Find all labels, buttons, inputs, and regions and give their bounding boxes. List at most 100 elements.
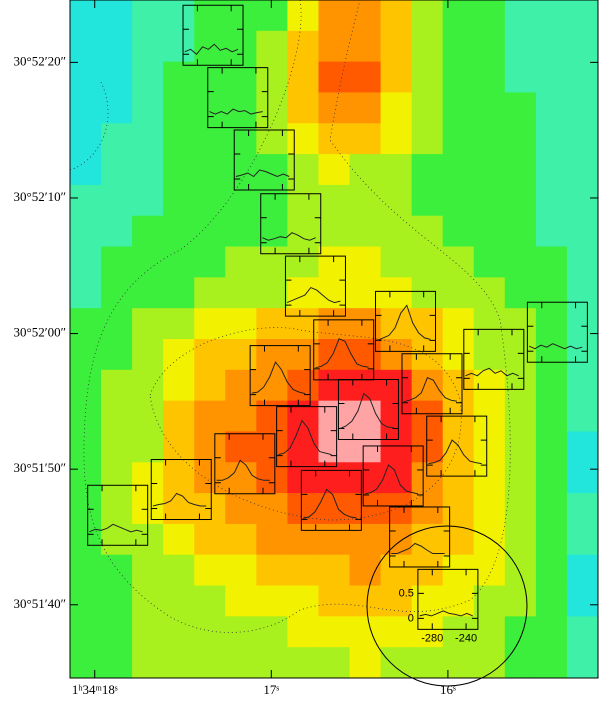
spectrum-line <box>262 232 316 241</box>
spectrum-line <box>465 367 519 377</box>
heatmap-cell <box>442 277 475 309</box>
spectrum-line <box>315 338 369 369</box>
heatmap-cell <box>225 92 257 124</box>
heatmap-cell <box>287 123 319 155</box>
heatmap-cell <box>380 400 413 432</box>
heatmap-cell <box>349 30 382 63</box>
heatmap-cell <box>504 184 537 217</box>
heatmap-cell <box>349 462 382 494</box>
heatmap-cell <box>225 277 257 309</box>
beam <box>366 525 528 687</box>
heatmap-cell <box>411 616 444 648</box>
heatmap-cell <box>225 493 257 525</box>
heatmap-cell <box>411 585 444 617</box>
heatmap-cell <box>318 123 351 155</box>
heatmap-cell <box>70 0 102 32</box>
heatmap-cell <box>473 554 506 587</box>
heatmap-cell <box>566 61 599 93</box>
heatmap-cell <box>287 92 319 124</box>
heatmap-cell <box>318 154 351 186</box>
heatmap-cell <box>163 462 195 494</box>
spectrum-line <box>528 343 583 350</box>
heatmap-cell <box>132 554 164 587</box>
heatmap-cell <box>411 215 444 248</box>
x-tick-label: 16ˢ <box>440 682 456 697</box>
heatmap-cell <box>163 30 195 63</box>
contour <box>69 79 109 171</box>
heatmap-cell <box>287 154 319 186</box>
heatmap-cell <box>442 30 475 63</box>
spec-y-tick-label: 0 <box>408 612 414 624</box>
heatmap-cell <box>442 92 475 124</box>
spectrum-box <box>182 4 244 66</box>
heatmap-cell <box>535 431 568 463</box>
heatmap-cell <box>504 30 537 63</box>
heatmap-cell <box>101 616 133 648</box>
heatmap-cell <box>535 61 568 93</box>
heatmap-cell <box>566 246 599 278</box>
heatmap-cell <box>225 215 257 248</box>
heatmap-cell <box>132 308 164 340</box>
heatmap-cell <box>256 215 288 248</box>
heatmap-cell <box>349 246 382 278</box>
spectrum-line <box>278 419 332 456</box>
heatmap-cell <box>318 215 351 248</box>
heatmap-cell <box>132 277 164 309</box>
heatmap-cell <box>70 30 102 63</box>
heatmap-cell <box>132 154 164 186</box>
heatmap-cell <box>535 92 568 124</box>
heatmap-cell <box>318 61 351 93</box>
heatmap-cell <box>442 431 475 463</box>
heatmap-cell <box>504 616 537 648</box>
heatmap-cell <box>318 431 351 463</box>
heatmap-cell <box>411 277 444 309</box>
heatmap-cell <box>163 246 195 278</box>
heatmap-cell <box>504 123 537 155</box>
heatmap-cell <box>194 400 226 432</box>
heatmap-cell <box>132 616 164 648</box>
heatmap-cell <box>318 400 351 432</box>
heatmap-cell <box>101 308 133 340</box>
spectrum-inset <box>426 415 488 477</box>
spectrum-box <box>276 406 338 468</box>
spectrum-box <box>337 379 399 441</box>
x-tick-label: 17ˢ <box>263 682 279 697</box>
heatmap-cell <box>349 277 382 309</box>
heatmap-cell <box>504 339 537 371</box>
heatmap-cell <box>442 61 475 93</box>
heatmap-cell <box>318 616 351 648</box>
heatmap-cell <box>411 61 444 93</box>
spectrum-box <box>362 445 424 507</box>
heatmap-cell <box>442 616 475 648</box>
y-tick-label: 30°51′50″ <box>14 460 66 475</box>
spectrum-box <box>150 459 212 521</box>
spectrum-inset <box>375 290 437 352</box>
heatmap-cell <box>504 523 537 556</box>
heatmap-cell <box>256 246 288 278</box>
spectrum-line <box>403 377 457 403</box>
spectrum-line <box>391 542 445 554</box>
heatmap-cell <box>566 616 599 648</box>
spectrum-inset <box>249 345 311 407</box>
heatmap-cell <box>101 277 133 309</box>
spectrum-inset <box>260 193 322 255</box>
heatmap-cell <box>287 61 319 93</box>
y-tick-label: 30°52′10″ <box>14 189 66 204</box>
spectrum-box <box>300 469 362 531</box>
heatmap-cell <box>566 0 599 32</box>
heatmap-cell <box>194 585 226 617</box>
heatmap-cell <box>287 647 319 679</box>
spectrum-line <box>428 439 482 465</box>
spectrum-line <box>251 361 306 395</box>
heatmap-cell <box>411 339 444 371</box>
heatmap-cell <box>473 585 506 617</box>
heatmap-cell <box>318 369 351 402</box>
heatmap-cell <box>225 0 257 32</box>
heatmap-cell <box>256 61 288 93</box>
heatmap-cell <box>411 462 444 494</box>
spectrum-inset: -280 -240 0 0.5 <box>399 568 479 644</box>
heatmap-cell <box>287 431 319 463</box>
heatmap-cell <box>566 184 599 217</box>
heatmap-cell <box>349 431 382 463</box>
heatmap-cell <box>101 554 133 587</box>
